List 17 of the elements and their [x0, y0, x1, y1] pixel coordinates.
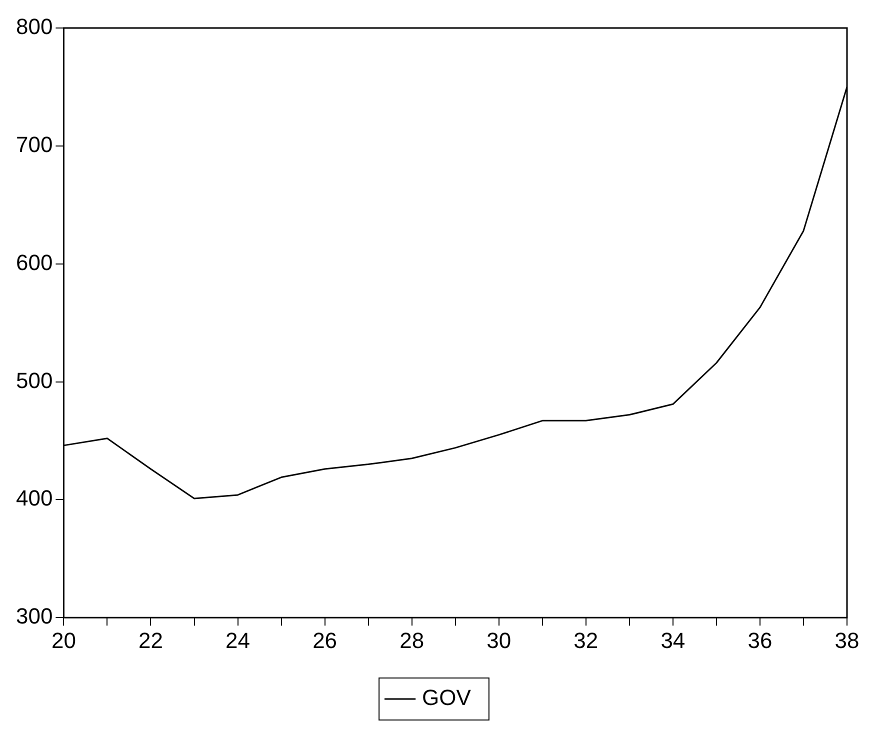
x-tick-label: 32	[574, 628, 598, 653]
x-tick-label: 38	[834, 628, 860, 653]
x-tick-label: 22	[138, 628, 163, 653]
legend-label: GOV	[422, 685, 472, 710]
y-tick-label: 300	[16, 604, 53, 629]
y-tick-label: 500	[16, 368, 53, 393]
x-tick-label: 30	[486, 628, 512, 653]
y-tick-label: 600	[16, 250, 53, 275]
x-tick-label: 28	[400, 628, 424, 653]
x-tick-label: 34	[660, 628, 686, 653]
x-tick-label: 26	[312, 628, 338, 653]
y-tick-label: 700	[16, 132, 53, 157]
x-tick-label: 36	[748, 628, 772, 653]
x-tick-label: 20	[51, 628, 76, 653]
x-tick-label: 24	[226, 628, 250, 653]
y-tick-label: 800	[16, 14, 53, 40]
y-tick-label: 400	[16, 486, 53, 511]
